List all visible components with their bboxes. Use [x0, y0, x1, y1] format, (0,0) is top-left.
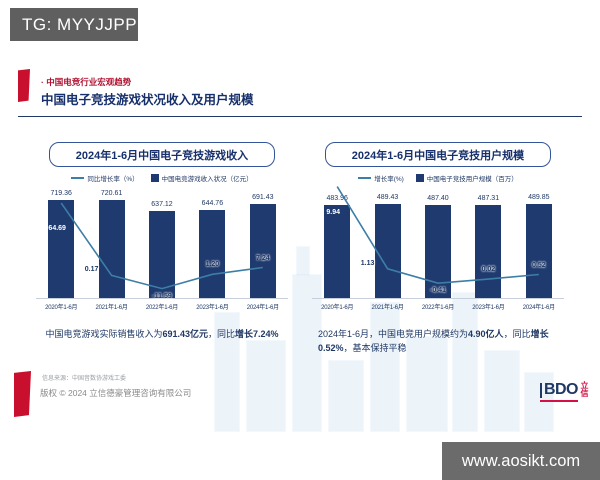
- bar: [98, 199, 125, 298]
- chart-title: 2024年1-6月中国电子竞技游戏收入: [48, 142, 276, 167]
- x-axis-label: 2021年1-6月: [371, 305, 404, 311]
- bar: [374, 204, 401, 298]
- charts-area: 2024年1-6月中国电子竞技游戏收入 同比增长率（%） 中国电竞游戏收入状况（亿…: [36, 142, 564, 356]
- section-eyebrow: · 中国电竞行业宏观趋势: [41, 77, 132, 87]
- line-value-label: 0.17: [84, 266, 99, 274]
- bar-value-label: 691.43: [252, 193, 274, 201]
- growth-line: [60, 202, 263, 290]
- legend-item: 中国电子竞技用户规模（百万）: [415, 173, 518, 183]
- line-value-label: 0.52: [531, 261, 546, 269]
- legend-label: 中国电竞游戏收入状况（亿元）: [161, 176, 253, 183]
- page-title: 中国电子竞技游戏状况收入及用户规模: [41, 93, 254, 107]
- chart-plot: 719.36 720.61 637.12 644.76 691.43 64.69 0.17 -…: [36, 186, 288, 300]
- bdo-logo-wordmark: BDO: [539, 381, 579, 402]
- bdo-logo-bar: [539, 382, 542, 398]
- copyright-note: 版权 © 2024 立信德豪管理咨询有限公司: [40, 388, 192, 398]
- line-value-label: 0.02: [481, 266, 496, 274]
- caption-segment: 增长0.52%: [318, 329, 549, 353]
- bar-value-label: 489.43: [376, 194, 399, 202]
- legend-item: 增长率(%): [358, 173, 404, 183]
- line-value-label: -11.59: [152, 292, 172, 300]
- chart-x-axis: 2020年1-6月 2021年1-6月 2022年1-6月 2023年1-6月 2024…: [36, 298, 288, 311]
- bar: [324, 205, 351, 298]
- legend-line-swatch: [358, 177, 372, 179]
- caption-segment: ，基本保持平稳: [343, 342, 407, 353]
- chart-title-label: 2024年1-6月中国电子竞技游戏收入: [75, 149, 249, 162]
- legend-label: 中国电子竞技用户规模（百万）: [426, 176, 518, 183]
- tg-watermark-label: TG: MYYJJPP: [22, 14, 138, 34]
- caption-segment: 2024年1-6月，中国电竞用户规模约为: [318, 329, 469, 339]
- line-value-label: 64.69: [48, 225, 66, 233]
- bar: [525, 204, 552, 298]
- x-axis-label: 2020年1-6月: [321, 305, 354, 311]
- legend-item: 同比增长率（%）: [71, 173, 139, 183]
- bar-value-label: 720.61: [100, 189, 123, 197]
- caption-segment: 691.43亿元: [162, 329, 208, 339]
- bar: [249, 203, 276, 298]
- chart-x-axis: 2020年1-6月 2021年1-6月 2022年1-6月 2023年1-6月 2024…: [312, 298, 564, 311]
- x-axis-label: 2022年1-6月: [145, 305, 179, 311]
- x-axis-label: 2024年1-6月: [246, 305, 279, 311]
- bar: [149, 211, 175, 298]
- x-axis-label: 2020年1-6月: [45, 305, 78, 311]
- bar-value-label: 719.36: [50, 189, 72, 197]
- legend-bar-swatch: [415, 174, 424, 182]
- line-value-label: -0.41: [430, 287, 446, 295]
- caption-segment: 增长7.24%: [235, 329, 279, 339]
- line-value-label: 1.20: [205, 261, 220, 269]
- caption-segment: ，同比: [503, 329, 531, 339]
- line-value-label: 1.13: [360, 259, 375, 267]
- line-value-label: 7.24: [255, 254, 270, 262]
- bar: [199, 209, 226, 298]
- revenue-chart-panel: 2024年1-6月中国电子竞技游戏收入 同比增长率（%） 中国电竞游戏收入状况（亿…: [36, 142, 288, 356]
- red-ribbon-top: [18, 69, 30, 102]
- users-chart-panel: 2024年1-6月中国电子竞技用户规模 增长率(%) 中国电子竞技用户规模（百万）…: [312, 142, 564, 356]
- bar: [475, 204, 502, 298]
- chart-caption: 中国电竞游戏实际销售收入为691.43亿元，同比增长7.24%: [36, 328, 288, 342]
- caption-segment: ，同比: [208, 329, 236, 339]
- bdo-logo-chinese: 立信: [580, 381, 589, 397]
- legend-bar-swatch: [150, 174, 159, 182]
- chart-plot: 483.96 489.43 487.40 487.31 489.85 9.94 1.13 -0…: [312, 186, 564, 298]
- url-watermark: www.aosikt.com: [442, 442, 600, 480]
- url-watermark-label: www.aosikt.com: [461, 451, 581, 470]
- x-axis-label: 2022年1-6月: [421, 305, 455, 311]
- bar-value-label: 644.76: [201, 199, 224, 207]
- source-note: 信息来源：中国音数协游戏工委: [42, 376, 127, 382]
- x-axis-label: 2023年1-6月: [472, 305, 505, 311]
- tg-watermark: TG: MYYJJPP: [10, 8, 138, 41]
- bar-value-label: 637.12: [151, 201, 173, 208]
- x-axis-label: 2021年1-6月: [95, 305, 128, 311]
- header-divider: [18, 116, 582, 117]
- chart-legend: 增长率(%) 中国电子竞技用户规模（百万）: [312, 173, 564, 183]
- bar-value-label: 487.40: [427, 194, 449, 202]
- chart-legend: 同比增长率（%） 中国电竞游戏收入状况（亿元）: [36, 173, 288, 183]
- legend-label: 同比增长率（%）: [87, 176, 139, 183]
- bdo-logo: BDO 立信: [539, 381, 589, 402]
- legend-line-swatch: [71, 177, 85, 179]
- chart-caption: 2024年1-6月，中国电竞用户规模约为4.90亿人，同比增长0.52%，基本保…: [312, 328, 564, 356]
- bar-value-label: 489.85: [528, 194, 550, 202]
- chart-title: 2024年1-6月中国电子竞技用户规模: [324, 142, 552, 167]
- red-ribbon-bottom: [14, 371, 31, 417]
- x-axis-label: 2023年1-6月: [196, 305, 229, 311]
- bar-value-label: 487.31: [477, 194, 500, 202]
- x-axis-label: 2024年1-6月: [522, 305, 555, 311]
- line-value-label: 9.94: [326, 208, 340, 216]
- growth-line: [336, 186, 539, 285]
- legend-item: 中国电竞游戏收入状况（亿元）: [150, 173, 253, 183]
- chart-title-label: 2024年1-6月中国电子竞技用户规模: [351, 149, 525, 162]
- caption-segment: 4.90亿人: [468, 329, 504, 339]
- bar-value-label: 483.96: [326, 195, 348, 203]
- legend-label: 增长率(%): [374, 176, 404, 183]
- caption-segment: 中国电竞游戏实际销售收入为: [45, 329, 163, 339]
